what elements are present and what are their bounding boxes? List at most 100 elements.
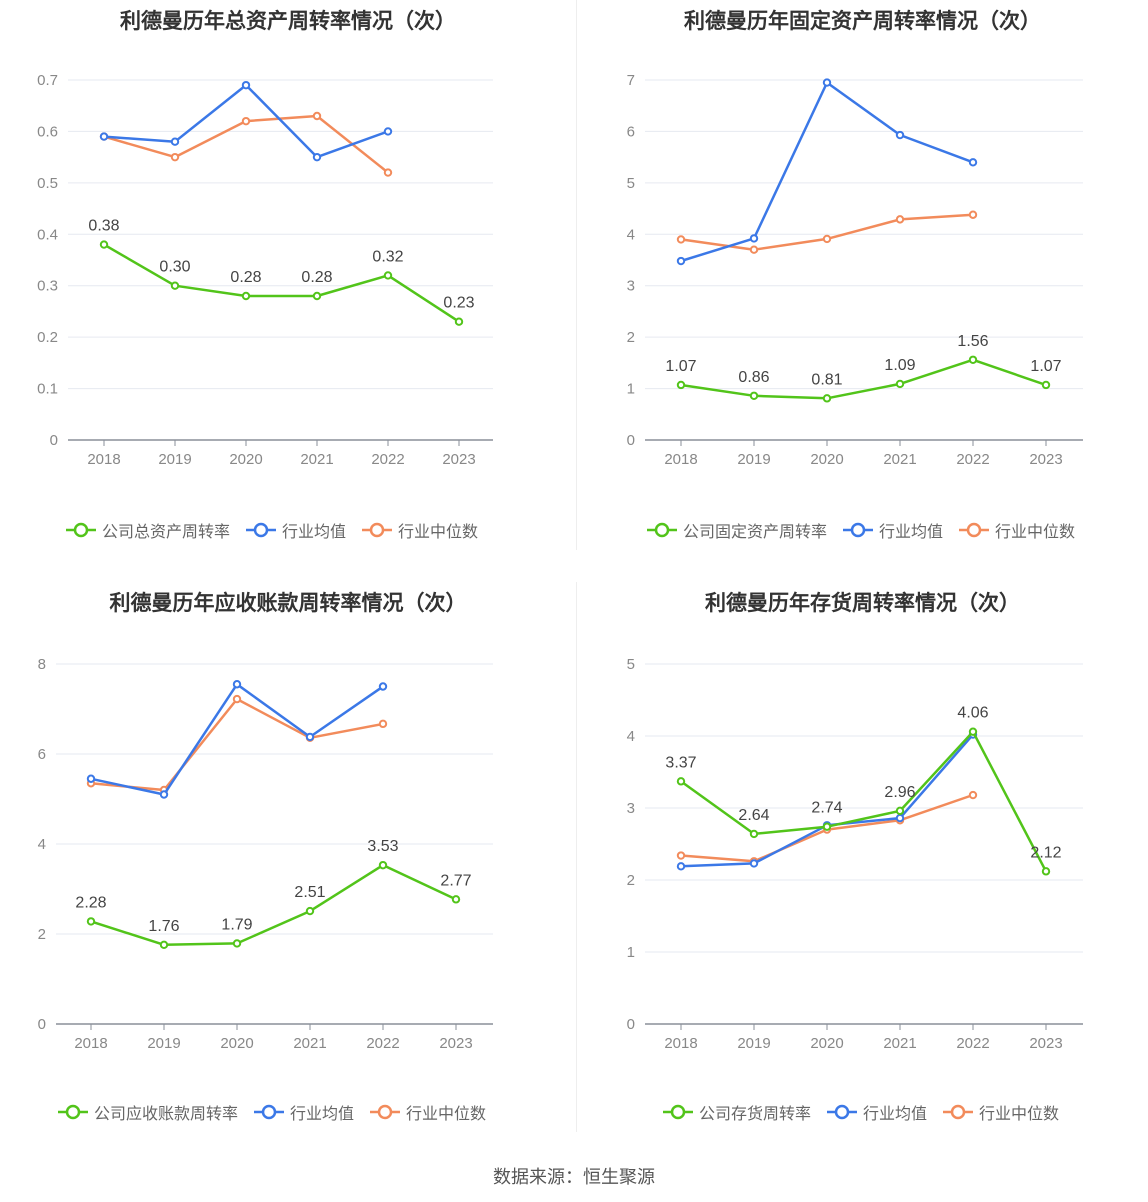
legend-label: 行业中位数 [398, 524, 479, 541]
x-tick-label: 2019 [158, 451, 191, 468]
legend-circle [950, 1104, 966, 1120]
data-label: 0.23 [443, 295, 474, 312]
legend-label: 行业均值 [290, 1106, 355, 1123]
legend-line-circle-icon [254, 1104, 285, 1120]
data-point [968, 790, 978, 800]
series-line [680, 213, 974, 251]
legend: 公司固定资产周转率 行业均值 行业中位数 [647, 518, 1091, 542]
y-tick-label: 0 [627, 432, 635, 449]
data-point [232, 680, 242, 689]
legend-circle [369, 522, 385, 538]
legend-circle [966, 522, 982, 538]
chart-svg: 0 0.1 0.2 0.3 0.4 0.5 0.6 0.7 2018 2019 2020 2021 20… [37, 72, 493, 468]
y-tick-label: 2 [627, 872, 635, 889]
legend-line-circle-icon [647, 522, 677, 538]
data-label: 1.79 [221, 916, 252, 933]
legend: 公司存货周转率 行业均值 行业中位数 [663, 1100, 1075, 1124]
data-point [895, 130, 905, 140]
legend-circle [261, 1104, 277, 1120]
legend-label: 公司总资产周转率 [102, 524, 231, 541]
legend-circle [253, 522, 269, 538]
y-tick-label: 0.3 [37, 278, 58, 295]
x-tick-label: 2020 [810, 451, 843, 468]
legend-item[interactable]: 公司存货周转率 [663, 1100, 811, 1124]
legend-label: 行业均值 [863, 1106, 928, 1123]
y-tick-label: 1 [627, 944, 635, 961]
legend-circle [850, 522, 866, 538]
x-tick-label: 2018 [664, 451, 697, 468]
x-tick-label: 2019 [737, 451, 770, 468]
x-tick-label: 2023 [439, 1035, 472, 1052]
legend-line-circle-icon [827, 1104, 858, 1120]
legend-line-circle-icon [370, 1104, 401, 1120]
data-point [232, 939, 242, 948]
chart-panel-receivables: 利德曼历年应收账款周转率情况（次） 0 2 4 6 8 2018 2019 2020 2021 2… [0, 582, 576, 1142]
x-tick-label: 2021 [883, 451, 916, 468]
data-label: 1.56 [957, 333, 988, 350]
legend-item[interactable]: 公司应收账款周转率 [58, 1100, 238, 1124]
legend-line-circle-icon [246, 522, 277, 538]
data-point [895, 215, 905, 224]
legend-item[interactable]: 行业均值 [827, 1100, 927, 1124]
legend-item[interactable]: 公司总资产周转率 [66, 518, 230, 542]
data-point [454, 317, 464, 326]
y-tick-label: 3 [627, 278, 635, 295]
legend-label: 行业中位数 [406, 1106, 487, 1123]
data-label: 2.77 [440, 872, 471, 889]
data-label: 2.28 [75, 894, 106, 911]
data-point [822, 822, 832, 831]
x-tick-label: 2021 [883, 1035, 916, 1052]
data-label: 3.37 [665, 754, 696, 771]
data-label: 2.96 [884, 784, 915, 801]
x-tick-label: 2020 [229, 451, 262, 468]
y-tick-label: 5 [627, 175, 635, 192]
chart-panel-fixed-assets: 利德曼历年固定资产周转率情况（次） 0 1 2 3 4 5 6 7 2018 2019 2020 20… [577, 0, 1148, 560]
series-line [90, 697, 384, 792]
legend-circle [654, 522, 670, 538]
y-tick-label: 2 [627, 329, 635, 346]
data-point [676, 862, 686, 871]
data-label: 1.09 [884, 357, 915, 374]
legend-line-circle-icon [843, 522, 874, 538]
x-tick-label: 2020 [810, 1035, 843, 1052]
chart-svg: 0 2 4 6 8 2018 2019 2020 2021 2022 2023 2.28 1.76 1.7… [38, 656, 493, 1052]
data-label: 1.76 [148, 918, 179, 935]
chart-title: 利德曼历年应收账款周转率情况（次） [109, 592, 467, 615]
legend-item[interactable]: 行业均值 [254, 1100, 354, 1124]
x-tick-label: 2019 [147, 1035, 180, 1052]
legend-item[interactable]: 行业均值 [843, 518, 943, 542]
x-tick-label: 2023 [442, 451, 475, 468]
legend-label: 公司存货周转率 [699, 1106, 812, 1123]
y-tick-label: 6 [627, 123, 635, 140]
y-tick-label: 0.1 [37, 381, 58, 398]
data-point [378, 682, 388, 691]
legend-item[interactable]: 行业均值 [246, 518, 346, 542]
data-label: 0.32 [372, 248, 403, 265]
data-point [383, 127, 393, 136]
legend-line-circle-icon [959, 522, 990, 538]
data-point [86, 917, 96, 926]
data-point [378, 860, 388, 870]
legend-label: 公司应收账款周转率 [94, 1106, 239, 1123]
data-point [383, 271, 393, 280]
data-point [312, 152, 322, 162]
data-point [232, 694, 242, 704]
data-point [968, 158, 978, 167]
data-label: 0.81 [811, 371, 842, 388]
data-point [241, 80, 251, 90]
y-tick-label: 0 [627, 1016, 635, 1033]
x-tick-label: 2022 [956, 1035, 989, 1052]
legend-line-circle-icon [362, 522, 393, 538]
y-tick-label: 0.5 [37, 175, 58, 192]
data-point [1041, 380, 1051, 390]
legend-item[interactable]: 行业中位数 [362, 518, 478, 542]
y-tick-label: 7 [627, 72, 635, 89]
legend-item[interactable]: 行业中位数 [943, 1100, 1059, 1124]
data-label: 4.06 [957, 705, 988, 722]
legend-item[interactable]: 行业中位数 [370, 1100, 486, 1124]
x-tick-label: 2021 [300, 451, 333, 468]
legend-item[interactable]: 行业中位数 [959, 518, 1075, 542]
data-point [170, 137, 180, 146]
legend-item[interactable]: 公司固定资产周转率 [647, 518, 827, 542]
legend-circle [73, 522, 89, 538]
